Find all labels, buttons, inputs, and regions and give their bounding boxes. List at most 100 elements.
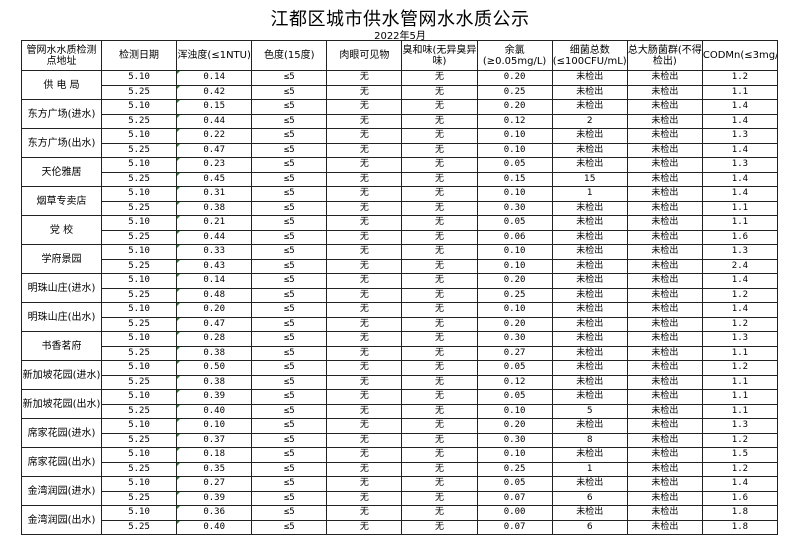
table-row: 席家花园(出水) 5.10 0.18 ≤5 无无 0.10 未检出 未检出 1.5 <box>21 447 779 477</box>
odor-cell: 无 <box>401 432 478 448</box>
turbidity-cell: 0.23 <box>176 157 253 173</box>
chlorine-cell: 0.20 <box>476 70 553 86</box>
site-name-cell: 烟草专卖店 <box>21 186 102 216</box>
date-cell: 5.10 <box>100 215 178 231</box>
chlorine-cell: 0.12 <box>476 374 553 390</box>
color-cell: ≤5 <box>251 273 328 289</box>
codmn-cell: 1.3 <box>701 331 779 347</box>
color-cell: ≤5 <box>251 461 328 477</box>
turbidity-cell: 0.35 <box>176 461 253 477</box>
visible-matter-cell: 无 <box>326 70 403 86</box>
table-row: 5.25 0.38 ≤5 无无 0.30 未检出 未检出 1.1 <box>22 200 779 216</box>
date-cell: 5.25 <box>100 142 178 158</box>
visible-matter-cell: 无 <box>326 244 403 260</box>
table-row: 5.25 0.40 ≤5 无无 0.07 6 未检出 1.8 <box>22 519 779 535</box>
chlorine-cell: 0.30 <box>476 200 553 216</box>
chlorine-cell: 0.25 <box>476 287 553 303</box>
turbidity-cell: 0.22 <box>176 128 253 144</box>
odor-cell: 无 <box>401 418 478 434</box>
codmn-cell: 1.4 <box>701 302 779 318</box>
odor-cell: 无 <box>401 113 478 129</box>
table-row: 5.25 0.44 ≤5 无无 0.06 未检出 未检出 1.6 <box>22 229 779 245</box>
table-row: 天伦雅居 5.10 0.23 ≤5 无无 0.05 未检出 未检出 1.3 <box>21 157 779 187</box>
header-codmn: CODMn(≤3mg/L) <box>701 40 779 71</box>
site-name-cell: 金湾润园(进水) <box>21 476 102 506</box>
site-name-cell: 党 校 <box>21 215 102 245</box>
chlorine-cell: 0.15 <box>476 171 553 187</box>
site-name-cell: 明珠山庄(进水) <box>21 273 102 303</box>
turbidity-cell: 0.43 <box>176 258 253 274</box>
odor-cell: 无 <box>401 345 478 361</box>
chlorine-cell: 0.10 <box>476 244 553 260</box>
odor-cell: 无 <box>401 302 478 318</box>
coliform-cell: 未检出 <box>626 229 703 245</box>
codmn-cell: 1.1 <box>701 200 779 216</box>
header-site: 管网水水质检测点地址 <box>21 40 102 71</box>
date-cell: 5.25 <box>100 287 178 303</box>
bacteria-cell: 1 <box>551 461 628 477</box>
table-row: 5.25 0.42 ≤5 无无 0.25 未检出 未检出 1.1 <box>22 84 779 100</box>
coliform-cell: 未检出 <box>626 519 703 535</box>
date-cell: 5.10 <box>100 447 178 463</box>
visible-matter-cell: 无 <box>326 99 403 115</box>
table-body: 供 电 局 5.10 0.14 ≤5 无无 0.20 未检出 未检出 1.2 5.25 0.42 ≤5… <box>21 70 779 535</box>
date-cell: 5.25 <box>100 403 178 419</box>
codmn-cell: 1.2 <box>701 316 779 332</box>
visible-matter-cell: 无 <box>326 229 403 245</box>
table-row: 金湾润园(出水) 5.10 0.36 ≤5 无无 0.00 未检出 未检出 1.8 <box>21 505 779 535</box>
color-cell: ≤5 <box>251 84 328 100</box>
codmn-cell: 1.4 <box>701 142 779 158</box>
date-cell: 5.25 <box>100 316 178 332</box>
turbidity-cell: 0.37 <box>176 432 253 448</box>
visible-matter-cell: 无 <box>326 84 403 100</box>
bacteria-cell: 未检出 <box>551 360 628 376</box>
codmn-cell: 1.1 <box>701 84 779 100</box>
turbidity-cell: 0.39 <box>176 490 253 506</box>
turbidity-cell: 0.20 <box>176 302 253 318</box>
coliform-cell: 未检出 <box>626 157 703 173</box>
table-row: 东方广场(出水) 5.10 0.22 ≤5 无无 0.10 未检出 未检出 1.3 <box>21 128 779 158</box>
color-cell: ≤5 <box>251 316 328 332</box>
bacteria-cell: 未检出 <box>551 302 628 318</box>
header-odor: 臭和味(无异臭异味) <box>401 40 478 71</box>
turbidity-cell: 0.10 <box>176 418 253 434</box>
date-cell: 5.10 <box>100 476 178 492</box>
bacteria-cell: 1 <box>551 186 628 202</box>
chlorine-cell: 0.20 <box>476 273 553 289</box>
codmn-cell: 1.6 <box>701 229 779 245</box>
codmn-cell: 1.4 <box>701 273 779 289</box>
color-cell: ≤5 <box>251 476 328 492</box>
coliform-cell: 未检出 <box>626 505 703 521</box>
odor-cell: 无 <box>401 70 478 86</box>
site-name-cell: 学府景园 <box>21 244 102 274</box>
table-row: 5.25 0.38 ≤5 无无 0.27 未检出 未检出 1.1 <box>22 345 779 361</box>
visible-matter-cell: 无 <box>326 113 403 129</box>
turbidity-cell: 0.38 <box>176 374 253 390</box>
table-row: 5.25 0.43 ≤5 无无 0.10 未检出 未检出 2.4 <box>22 258 779 274</box>
bacteria-cell: 未检出 <box>551 418 628 434</box>
coliform-cell: 未检出 <box>626 70 703 86</box>
visible-matter-cell: 无 <box>326 171 403 187</box>
turbidity-cell: 0.36 <box>176 505 253 521</box>
color-cell: ≤5 <box>251 519 328 535</box>
color-cell: ≤5 <box>251 374 328 390</box>
turbidity-cell: 0.48 <box>176 287 253 303</box>
table-row: 书香茗府 5.10 0.28 ≤5 无无 0.30 未检出 未检出 1.3 <box>21 331 779 361</box>
date-cell: 5.10 <box>100 302 178 318</box>
visible-matter-cell: 无 <box>326 258 403 274</box>
odor-cell: 无 <box>401 229 478 245</box>
coliform-cell: 未检出 <box>626 142 703 158</box>
odor-cell: 无 <box>401 447 478 463</box>
date-cell: 5.10 <box>100 360 178 376</box>
codmn-cell: 1.2 <box>701 70 779 86</box>
bacteria-cell: 未检出 <box>551 476 628 492</box>
visible-matter-cell: 无 <box>326 389 403 405</box>
odor-cell: 无 <box>401 505 478 521</box>
coliform-cell: 未检出 <box>626 316 703 332</box>
turbidity-cell: 0.39 <box>176 389 253 405</box>
table-row: 5.25 0.37 ≤5 无无 0.30 8 未检出 1.2 <box>22 432 779 448</box>
odor-cell: 无 <box>401 99 478 115</box>
odor-cell: 无 <box>401 316 478 332</box>
odor-cell: 无 <box>401 244 478 260</box>
bacteria-cell: 未检出 <box>551 374 628 390</box>
